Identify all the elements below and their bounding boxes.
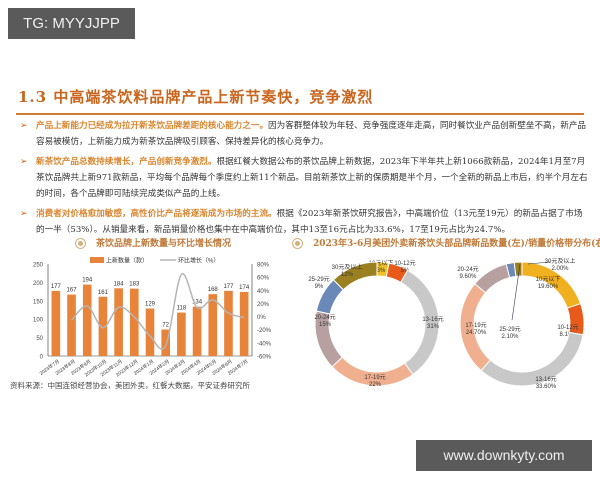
svg-text:167: 167 bbox=[67, 288, 78, 294]
right-chart-title: 2023年3-6月美团外卖新茶饮头部品牌新品数量(左)/销量价格带分布(右) bbox=[292, 236, 600, 249]
bullet-text: 因为客群整体较为年轻、竞争强度逐年走高，同时餐饮业产品创新壁垒不高，新产品容易被… bbox=[36, 121, 587, 147]
donut-slice bbox=[474, 263, 511, 294]
svg-text:17-19元: 17-19元 bbox=[364, 374, 385, 381]
arrow-bullet-icon: ➢ bbox=[20, 121, 28, 131]
svg-text:50: 50 bbox=[36, 336, 43, 342]
bullet-item: ➢ 消费者对价格愈加敏感，高性价比产品将逐渐成为市场的主流。根据《2023年新茶… bbox=[20, 206, 590, 238]
svg-text:10元以下: 10元以下 bbox=[369, 260, 394, 267]
bar bbox=[129, 288, 139, 356]
svg-text:3%: 3% bbox=[377, 268, 386, 274]
svg-text:10-12元: 10-12元 bbox=[394, 260, 415, 267]
svg-text:-20%: -20% bbox=[257, 328, 272, 334]
svg-text:13-16元: 13-16元 bbox=[535, 376, 556, 383]
svg-text:环比增长（%）: 环比增长（%） bbox=[178, 257, 219, 265]
svg-text:2.10%: 2.10% bbox=[501, 334, 519, 340]
svg-text:31%: 31% bbox=[427, 324, 440, 330]
svg-text:150: 150 bbox=[33, 299, 44, 305]
svg-text:10元以下: 10元以下 bbox=[536, 276, 561, 283]
svg-text:80%: 80% bbox=[257, 263, 270, 269]
svg-text:25-29元: 25-29元 bbox=[308, 276, 329, 283]
svg-text:9%: 9% bbox=[315, 284, 324, 290]
svg-text:9.60%: 9.60% bbox=[459, 274, 477, 280]
donut-chart-left: 10元以下3%10-12元5%13-16元31%17-19元22%20-24元1… bbox=[308, 260, 443, 388]
svg-text:10-12元: 10-12元 bbox=[557, 324, 578, 331]
svg-text:183: 183 bbox=[129, 282, 140, 288]
svg-text:161: 161 bbox=[98, 290, 109, 296]
svg-text:72: 72 bbox=[162, 323, 169, 329]
svg-text:100: 100 bbox=[33, 318, 44, 324]
bar bbox=[145, 308, 155, 356]
radio-bullet-icon bbox=[75, 238, 86, 249]
arrow-bullet-icon: ➢ bbox=[20, 209, 28, 219]
bullet-highlight: 新茶饮产品总数持续增长，产品创新竞争激烈。 bbox=[36, 157, 217, 167]
watermark-bottom: www.downkyty.com bbox=[416, 440, 592, 471]
svg-text:30元及以上: 30元及以上 bbox=[332, 263, 363, 271]
svg-text:134: 134 bbox=[192, 300, 203, 306]
bullet-text: 根据《2023年新茶饮研究报告》，中高端价位（13元至19元）的新品占据了市场的… bbox=[36, 209, 583, 235]
svg-text:20-24元: 20-24元 bbox=[457, 266, 478, 273]
svg-text:25-29元: 25-29元 bbox=[499, 326, 520, 333]
bullet-list: ➢ 产品上新能力已经成为拉开新茶饮品牌差距的核心能力之一。因为客群整体较为年轻、… bbox=[20, 118, 590, 242]
bar bbox=[208, 294, 218, 356]
bar-line-chart: 0 50 100 150 200 250 -60% -40% -20% 0% 20% 40% 60% 80… bbox=[33, 257, 272, 379]
svg-text:250: 250 bbox=[33, 263, 44, 269]
section-title: 1.3 中高端茶饮料品牌产品上新节奏快，竞争激烈 bbox=[18, 88, 374, 106]
bar bbox=[177, 312, 186, 356]
svg-text:13-16元: 13-16元 bbox=[422, 316, 443, 323]
svg-text:19.60%: 19.60% bbox=[538, 284, 559, 290]
bar bbox=[114, 288, 123, 356]
watermark-top: TG: MYYJJPP bbox=[8, 8, 135, 39]
svg-text:174: 174 bbox=[239, 285, 250, 291]
svg-text:168: 168 bbox=[208, 287, 219, 293]
svg-text:184: 184 bbox=[114, 281, 125, 287]
bar bbox=[224, 290, 233, 356]
radio-bullet-icon bbox=[292, 238, 303, 249]
svg-text:5%: 5% bbox=[401, 268, 410, 274]
svg-text:20-24元: 20-24元 bbox=[314, 314, 335, 321]
svg-text:20%: 20% bbox=[257, 302, 270, 308]
svg-text:177: 177 bbox=[51, 284, 62, 290]
svg-text:-40%: -40% bbox=[257, 341, 272, 347]
donut-chart-right: 10元以下19.60%10-12元8.10%13-16元33.60%17-19元… bbox=[457, 258, 585, 390]
svg-text:40%: 40% bbox=[257, 289, 270, 295]
svg-text:12%: 12% bbox=[341, 272, 354, 278]
svg-text:194: 194 bbox=[82, 278, 93, 284]
svg-text:0%: 0% bbox=[257, 315, 266, 321]
bar bbox=[51, 290, 61, 356]
svg-text:17-19元: 17-19元 bbox=[465, 322, 486, 329]
source-note: 资料来源：中国连锁经营协会，美团外卖，红餐大数据，平安证券研究所 bbox=[10, 381, 250, 390]
bar bbox=[239, 291, 249, 356]
bar bbox=[192, 306, 202, 356]
bar bbox=[161, 329, 171, 356]
svg-text:2.00%: 2.00% bbox=[551, 266, 569, 272]
svg-text:上新数量（款）: 上新数量（款） bbox=[106, 257, 148, 265]
left-chart-title: 茶饮品牌上新数量与环比增长情况 bbox=[75, 236, 231, 249]
bullet-item: ➢ 新茶饮产品总数持续增长，产品创新竞争激烈。根据红餐大数据公布的茶饮品牌上新数… bbox=[20, 154, 590, 202]
bar bbox=[98, 296, 108, 356]
svg-text:60%: 60% bbox=[257, 276, 270, 282]
donut-slice bbox=[513, 261, 523, 277]
bar bbox=[67, 294, 76, 356]
svg-text:30元及以上: 30元及以上 bbox=[545, 258, 576, 265]
bullet-highlight: 产品上新能力已经成为拉开新茶饮品牌差距的核心能力之一。 bbox=[36, 121, 269, 131]
svg-text:200: 200 bbox=[33, 281, 44, 287]
svg-text:-60%: -60% bbox=[257, 355, 272, 361]
svg-text:129: 129 bbox=[145, 302, 156, 308]
svg-text:118: 118 bbox=[177, 306, 187, 312]
svg-text:177: 177 bbox=[223, 284, 234, 290]
bullet-item: ➢ 产品上新能力已经成为拉开新茶饮品牌差距的核心能力之一。因为客群整体较为年轻、… bbox=[20, 118, 590, 150]
donut-slice bbox=[332, 261, 378, 291]
svg-text:22%: 22% bbox=[369, 382, 382, 388]
svg-text:0: 0 bbox=[40, 355, 44, 361]
bar bbox=[82, 284, 92, 356]
arrow-bullet-icon: ➢ bbox=[20, 157, 28, 167]
svg-text:33.60%: 33.60% bbox=[536, 384, 557, 390]
bullet-highlight: 消费者对价格愈加敏感，高性价比产品将逐渐成为市场的主流。 bbox=[36, 209, 277, 219]
bullet-text: 根据红餐大数据公布的茶饮品牌上新数据，2023年下半年共上新1066款新品，20… bbox=[36, 157, 588, 199]
donut-slice bbox=[480, 331, 584, 387]
title-divider bbox=[16, 113, 584, 115]
svg-text:15%: 15% bbox=[319, 322, 332, 328]
svg-text:24.70%: 24.70% bbox=[466, 330, 487, 336]
